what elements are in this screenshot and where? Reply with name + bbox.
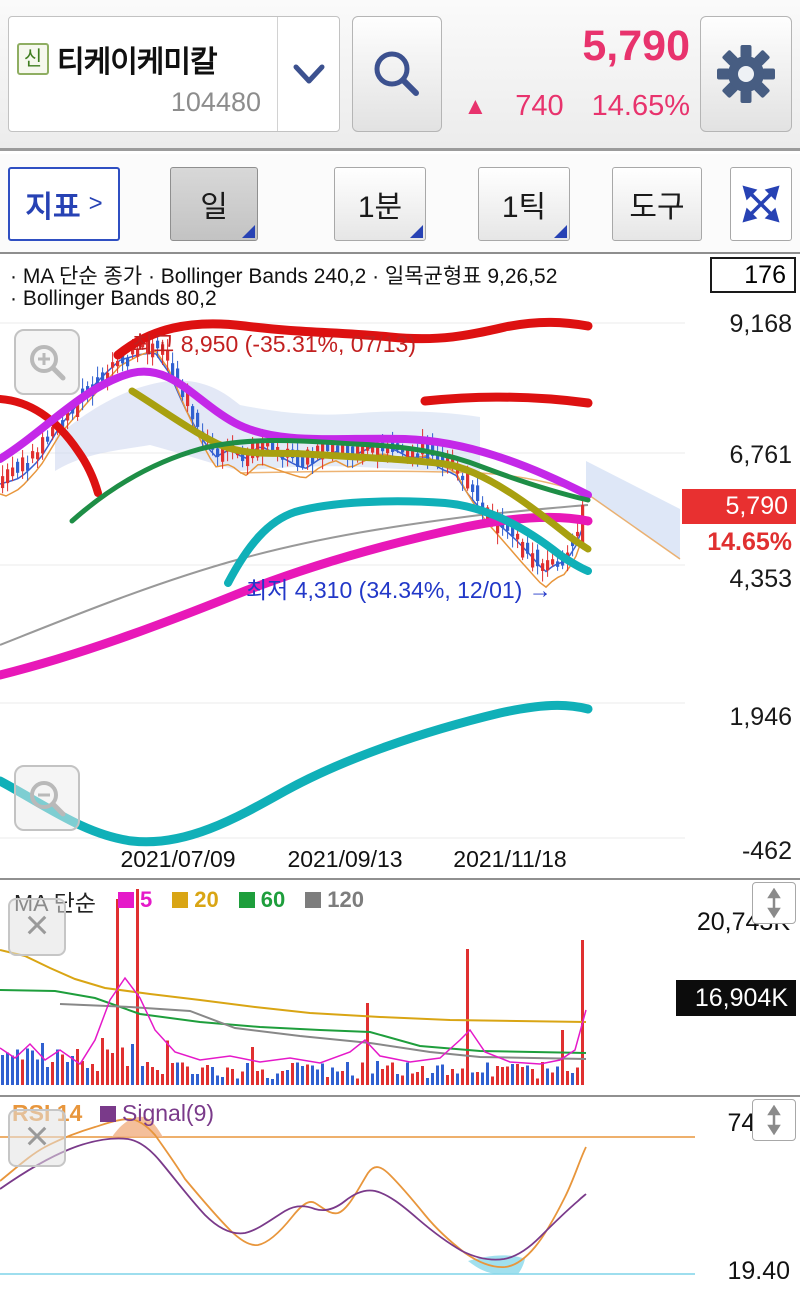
ma120-swatch: [305, 892, 322, 908]
y-axis-label: -462: [741, 837, 792, 865]
volume-ma20-line: [0, 949, 587, 1023]
ma120-line: [0, 504, 589, 646]
ma5-swatch: [118, 892, 134, 908]
teal-bb80-lower: [0, 700, 593, 847]
zoom-out-button[interactable]: [14, 765, 80, 831]
rsi-panel-resize-button[interactable]: [752, 1099, 796, 1141]
stock-name: 티케이케미칼: [57, 46, 218, 79]
y-axis-label: 6,761: [729, 441, 792, 469]
volume-ma5-line: [0, 976, 587, 1066]
settings-button[interactable]: [700, 16, 792, 132]
bb240-upper-red: [113, 317, 593, 360]
volume-chart-canvas: [0, 889, 587, 1085]
rsi-line: [0, 1118, 587, 1268]
up-arrow-icon: ▲: [463, 92, 488, 120]
up-down-arrows-icon: [767, 1105, 781, 1135]
legend-line-2: · Bollinger Bands 80,2: [10, 287, 217, 310]
low-price-annotation: 최저 4,310 (34.34%, 12/01) →: [246, 577, 552, 603]
indicator-legend: · MA 단순 종가 · Bollinger Bands 240,2 · 일목균…: [0, 256, 800, 313]
ma5-label: 5: [140, 887, 153, 912]
indicator-button[interactable]: 지표 >: [8, 167, 120, 241]
chevron-right-icon: >: [88, 190, 103, 217]
magenta-bb-lower: [0, 512, 593, 680]
rsi-min-label: 19.40: [727, 1257, 790, 1285]
change-percent: 14.65%: [591, 90, 690, 122]
y-axis-label: 4,353: [729, 565, 792, 593]
period-day-button[interactable]: 일: [170, 167, 258, 241]
stock-selector[interactable]: 신 티케이케미칼 104480: [8, 16, 340, 132]
period-1min-button[interactable]: 1분: [334, 167, 426, 241]
y-axis-label: 1,946: [729, 703, 792, 731]
rsi-oversold-fill: [468, 1255, 525, 1274]
close-volume-panel-button[interactable]: ×: [8, 898, 66, 956]
current-price-tag: 5,790: [682, 489, 796, 524]
volume-bars: [1, 889, 585, 1085]
dropdown-corner-icon: [242, 225, 255, 238]
bar-count-box[interactable]: 176: [710, 257, 796, 293]
rsi-signal-legend: Signal(9): [100, 1100, 214, 1127]
zoom-out-icon: [30, 781, 66, 817]
zoom-in-button[interactable]: [14, 329, 80, 395]
y-axis-label: 9,168: [729, 313, 792, 338]
volume-panel-resize-button[interactable]: [752, 882, 796, 924]
up-down-arrows-icon: [767, 888, 781, 918]
green-ma-line: [69, 438, 591, 524]
gear-icon: [717, 45, 775, 103]
volume-panel[interactable]: MA 단순 5 20 60 120 × 20,743K 16,904K: [0, 878, 800, 1093]
ma20-label: 20: [194, 887, 219, 912]
current-price: 5,790: [582, 22, 690, 70]
volume-current-tag: 16,904K: [676, 980, 796, 1016]
x-axis-label: 2021/07/09: [120, 846, 236, 872]
dropdown-corner-icon: [554, 225, 567, 238]
teal-bb80-mid: [224, 497, 592, 587]
period-1tick-button[interactable]: 1틱: [478, 167, 570, 241]
rsi-chart-canvas: [0, 1116, 695, 1275]
violet-ma-line: [0, 367, 592, 499]
search-button[interactable]: [352, 16, 442, 132]
close-rsi-panel-button[interactable]: ×: [8, 1109, 66, 1167]
ma60-label: 60: [260, 887, 286, 912]
volume-ma60-line: [0, 989, 587, 1054]
rsi-panel[interactable]: RSI 14 Signal(9) × 74.81 19.40: [0, 1095, 800, 1292]
search-icon: [374, 51, 419, 96]
ma60-swatch: [238, 892, 255, 908]
bb240-mid-red: [420, 392, 593, 408]
stock-badge: 신: [17, 43, 49, 75]
current-change-tag: 14.65%: [707, 528, 792, 556]
chevron-down-icon: [293, 64, 324, 84]
high-price-annotation: 최고 8,950 (-35.31%, 07/13): [132, 331, 416, 357]
main-price-chart[interactable]: 9,168 6,761 5,790 14.65% 4,353 1,946 -46…: [0, 313, 800, 873]
fullscreen-button[interactable]: [730, 167, 792, 241]
dropdown-corner-icon: [410, 225, 423, 238]
signal-swatch: [100, 1105, 116, 1122]
x-axis-label: 2021/09/13: [287, 846, 403, 872]
volume-ma120-line: [59, 1003, 587, 1060]
expand-arrows-icon: [742, 185, 780, 223]
legend-line-1: · MA 단순 종가 · Bollinger Bands 240,2 · 일목균…: [10, 265, 558, 288]
ichimoku-future-cloud: [586, 461, 680, 559]
header-bar: 신 티케이케미칼 104480 5,790 ▲ 740 14.65%: [0, 0, 800, 151]
ma20-swatch: [172, 892, 189, 908]
stock-code: 104480: [170, 87, 261, 117]
x-axis-label: 2021/11/18: [453, 846, 567, 872]
tools-button[interactable]: 도구: [612, 167, 702, 241]
bb240-red-left: [0, 395, 102, 497]
price-change-row: ▲ 740 14.65%: [440, 90, 690, 123]
zoom-in-icon: [30, 345, 66, 381]
stock-dropdown-button[interactable]: [277, 17, 339, 131]
chart-toolbar: 지표 > 일 1분 1틱 도구: [0, 154, 800, 254]
candlestick-chart-canvas: [0, 317, 685, 847]
signal-label: Signal(9): [122, 1100, 215, 1126]
change-value: 740: [515, 90, 564, 122]
rsi-overbought-fill: [112, 1116, 163, 1137]
ma120-label: 120: [327, 887, 364, 912]
rsi-signal-line: [0, 1137, 587, 1261]
olive-ma-line: [128, 387, 592, 553]
volume-ma-legend: 5 20 60 120: [118, 887, 364, 913]
